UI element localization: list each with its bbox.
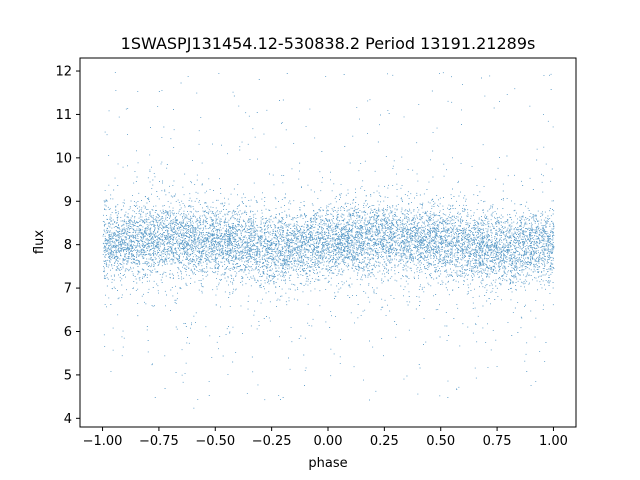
x-tick-label: 0.50	[426, 434, 455, 449]
x-tick-label: −0.75	[139, 434, 179, 449]
x-tick-label: −0.50	[195, 434, 235, 449]
y-axis-ticks: 4 5 6 7 8 9 10 11 12	[55, 65, 80, 427]
y-tick-label: 8	[64, 238, 72, 253]
y-tick-label: 5	[64, 368, 72, 383]
y-tick-label: 12	[55, 65, 72, 80]
x-axis-label: phase	[308, 456, 347, 471]
x-tick-label: 0.00	[314, 434, 343, 449]
y-tick-label: 10	[55, 151, 72, 166]
y-tick-label: 7	[64, 282, 72, 297]
x-tick-label: 1.00	[539, 434, 568, 449]
y-tick-label: 11	[55, 108, 72, 123]
y-tick-label: 9	[64, 195, 72, 210]
x-tick-label: 0.25	[370, 434, 399, 449]
x-tick-label: 0.75	[483, 434, 512, 449]
x-tick-label: −0.25	[252, 434, 292, 449]
x-tick-label: −1.00	[83, 434, 123, 449]
y-axis-label: flux	[32, 230, 47, 254]
x-axis-ticks: −1.00 −0.75 −0.50 −0.25 0.00 0.25 0.50 0.75 1.00	[83, 427, 568, 449]
y-tick-label: 4	[64, 412, 72, 427]
scatter-points	[102, 72, 555, 409]
chart-title: 1SWASPJ131454.12-530838.2 Period 13191.2…	[121, 34, 536, 53]
scatter-point-cloud	[102, 72, 555, 409]
y-tick-label: 6	[64, 325, 72, 340]
plot-frame	[79, 57, 577, 428]
